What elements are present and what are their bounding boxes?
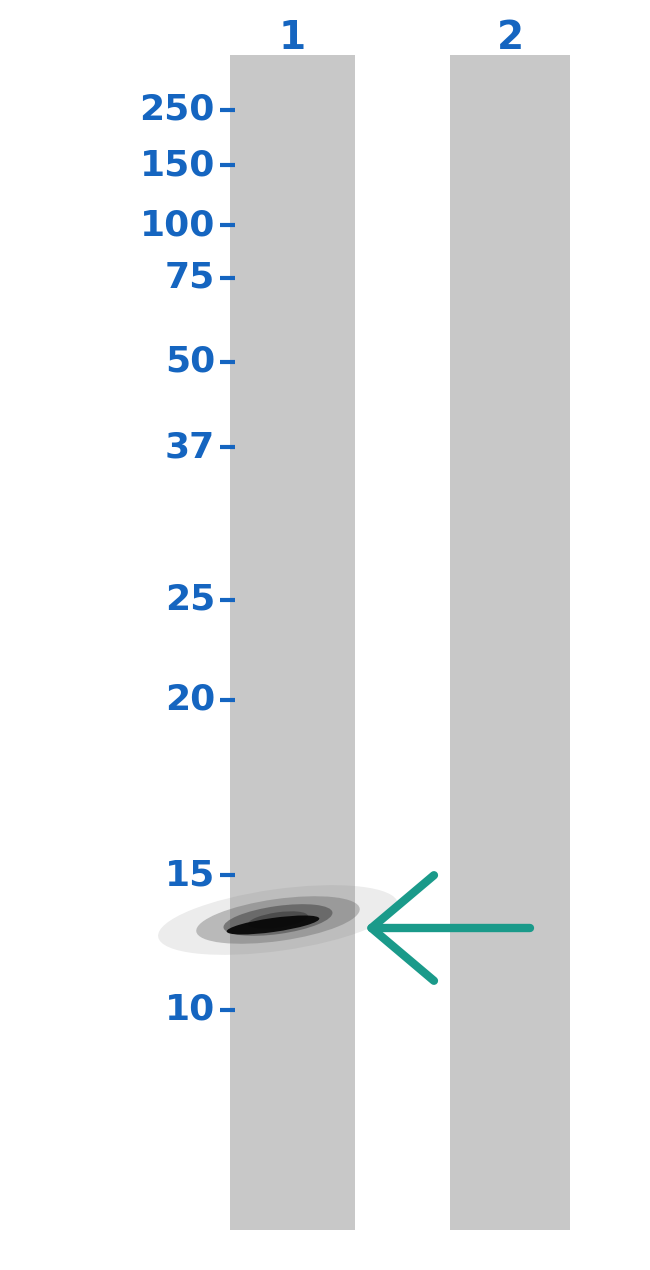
Text: 1: 1 [278, 19, 306, 57]
Bar [450, 55, 570, 1231]
Bar [230, 55, 355, 1231]
Ellipse shape [267, 917, 289, 923]
Text: 50: 50 [164, 345, 215, 378]
Ellipse shape [227, 916, 319, 935]
Ellipse shape [196, 897, 359, 944]
Text: 75: 75 [164, 262, 215, 295]
Text: 100: 100 [140, 208, 215, 243]
Ellipse shape [248, 912, 308, 928]
Ellipse shape [224, 904, 333, 936]
Text: 37: 37 [164, 431, 215, 464]
Text: 150: 150 [140, 149, 215, 182]
Text: 10: 10 [164, 993, 215, 1027]
Text: 15: 15 [164, 859, 215, 892]
Text: 250: 250 [140, 93, 215, 127]
Text: 20: 20 [164, 683, 215, 718]
Ellipse shape [158, 885, 398, 955]
Text: 25: 25 [164, 583, 215, 617]
Text: 2: 2 [497, 19, 523, 57]
